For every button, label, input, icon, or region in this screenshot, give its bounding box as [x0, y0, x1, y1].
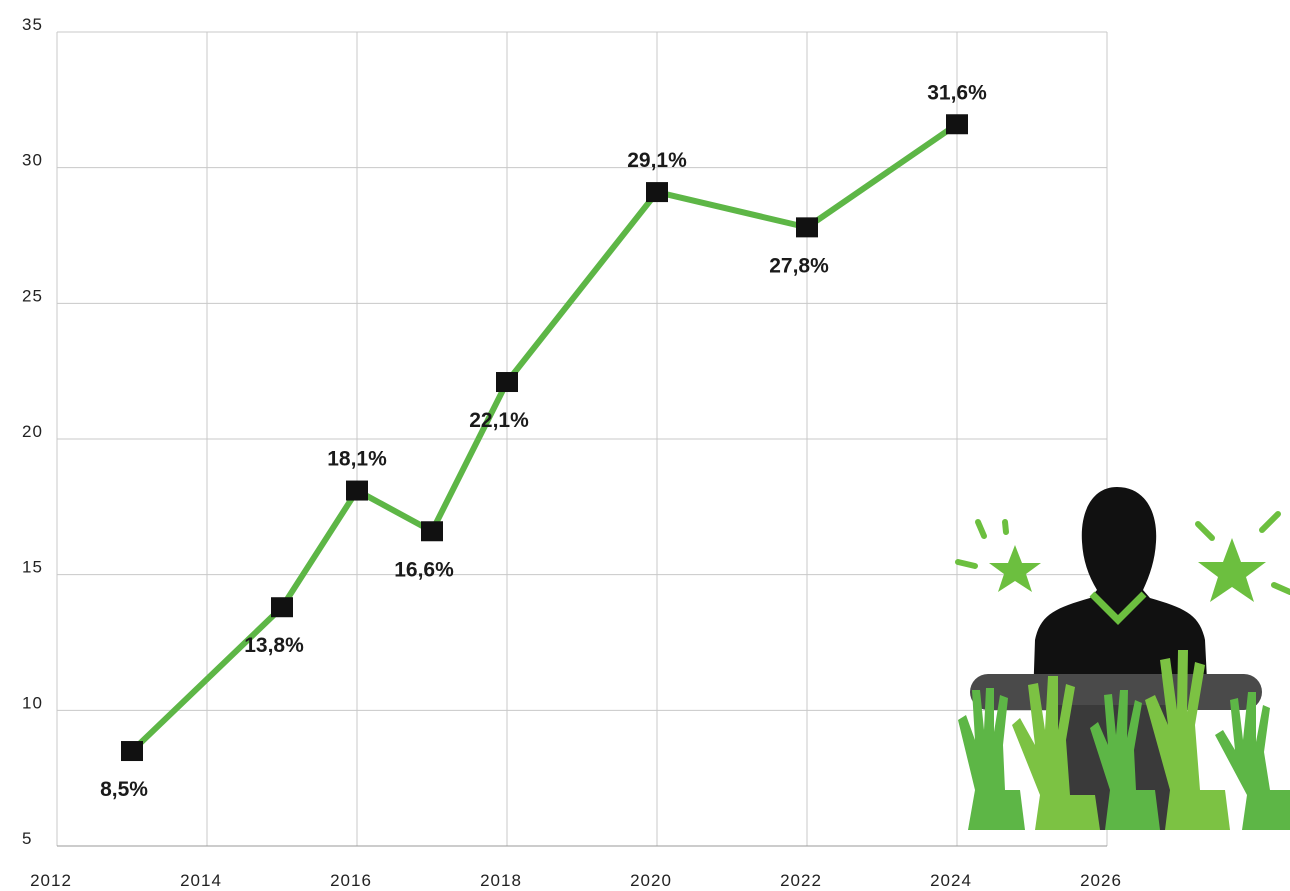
hands	[958, 650, 1290, 830]
series-line	[129, 121, 959, 754]
y-tick-label: 35	[22, 15, 43, 34]
x-tick-label: 2020	[630, 871, 672, 890]
data-label: 18,1%	[327, 448, 387, 471]
y-tick-label: 15	[22, 558, 43, 577]
sparks	[955, 511, 1290, 595]
x-tick-label: 2016	[330, 871, 372, 890]
marker	[421, 521, 443, 542]
data-label: 29,1%	[627, 149, 687, 172]
data-label: 13,8%	[244, 634, 304, 657]
illustration	[955, 487, 1290, 830]
x-tick-label: 2024	[930, 871, 972, 890]
y-tick-label: 25	[22, 286, 43, 305]
data-label: 31,6%	[927, 81, 987, 104]
data-label: 16,6%	[394, 558, 454, 581]
star	[1198, 538, 1266, 602]
x-tick-label: 2018	[480, 871, 522, 890]
x-tick-label: 2026	[1080, 871, 1122, 890]
data-label: 22,1%	[469, 409, 529, 432]
marker	[496, 372, 518, 393]
y-tick-label: 10	[22, 693, 43, 712]
y-tick-label: 5	[22, 829, 32, 848]
marker	[946, 114, 968, 135]
podium	[970, 674, 1262, 710]
marker	[346, 480, 368, 501]
marker	[796, 217, 818, 238]
y-tick-label: 20	[22, 422, 43, 441]
data-label: 8,5%	[100, 778, 148, 801]
y-tick-label: 30	[22, 151, 43, 170]
collar	[1089, 591, 1147, 625]
grid: 5 10 15 20 25 30 35 2012 2014 2016 2018 2020 2022 202…	[22, 15, 1122, 890]
plot: 8,5% 13,8% 18,1% 16,6% 22,1% 29,1% 27,8% 31,6%	[100, 81, 987, 801]
x-tick-label: 2012	[30, 871, 72, 890]
marker	[646, 182, 668, 203]
person	[1033, 487, 1208, 700]
x-tick-label: 2022	[780, 871, 822, 890]
star	[989, 545, 1041, 592]
marker	[121, 741, 143, 762]
data-label: 27,8%	[769, 254, 829, 277]
marker	[271, 597, 293, 618]
x-tick-label: 2014	[180, 871, 222, 890]
